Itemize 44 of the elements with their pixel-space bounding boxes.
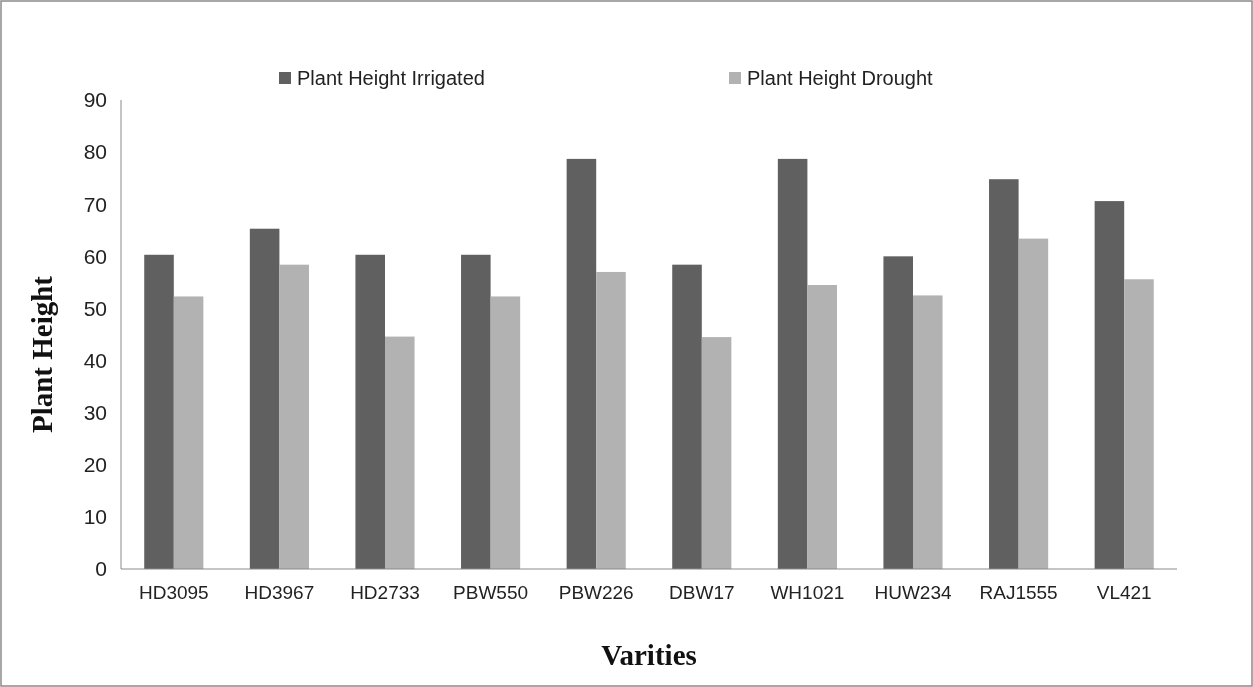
- x-tick-label: PBW226: [558, 582, 634, 603]
- y-tick-label: 60: [83, 244, 107, 268]
- x-tick-label: DBW17: [669, 582, 735, 603]
- x-tick-label: RAJ1555: [979, 582, 1058, 603]
- legend-label: Plant Height Drought: [747, 67, 934, 89]
- y-tick-label: 20: [83, 453, 107, 477]
- bar: [566, 158, 597, 569]
- bar: [883, 256, 913, 569]
- x-tick-label: HD2733: [350, 582, 420, 603]
- x-tick-label: VL421: [1096, 582, 1152, 603]
- bar: [1018, 238, 1049, 569]
- bar: [672, 264, 702, 569]
- y-tick-label: 90: [83, 88, 107, 112]
- x-tick-label: HUW234: [874, 582, 952, 603]
- y-tick-label: 0: [95, 557, 107, 581]
- x-tick-label: HD3095: [138, 582, 209, 603]
- y-axis-title: Plant Height: [26, 275, 58, 434]
- y-tick-label: 50: [83, 296, 107, 320]
- bar: [385, 336, 415, 569]
- legend-label: Plant Height Irrigated: [297, 67, 485, 89]
- bar: [461, 254, 491, 569]
- bar: [989, 179, 1019, 569]
- y-tick-label: 80: [83, 140, 107, 164]
- bar: [279, 264, 309, 569]
- y-tick-label: 40: [83, 348, 107, 372]
- bar: [777, 158, 808, 569]
- bar: [596, 271, 626, 569]
- x-tick-label: PBW550: [453, 582, 529, 603]
- bar: [701, 337, 732, 569]
- bar: [1124, 279, 1154, 569]
- bar: [173, 296, 204, 569]
- x-axis-title: Varities: [601, 639, 697, 671]
- y-tick-label: 30: [83, 401, 107, 425]
- y-tick-label: 10: [83, 505, 107, 529]
- bar: [490, 296, 521, 569]
- bar: [807, 284, 837, 569]
- x-tick-label: HD3967: [244, 582, 315, 603]
- x-tick-label: WH1021: [770, 582, 845, 603]
- bar: [355, 254, 385, 569]
- bar: [249, 228, 280, 569]
- bar: [1094, 201, 1125, 569]
- bar: [913, 295, 943, 569]
- y-tick-label: 70: [83, 192, 107, 216]
- bar: [144, 254, 174, 569]
